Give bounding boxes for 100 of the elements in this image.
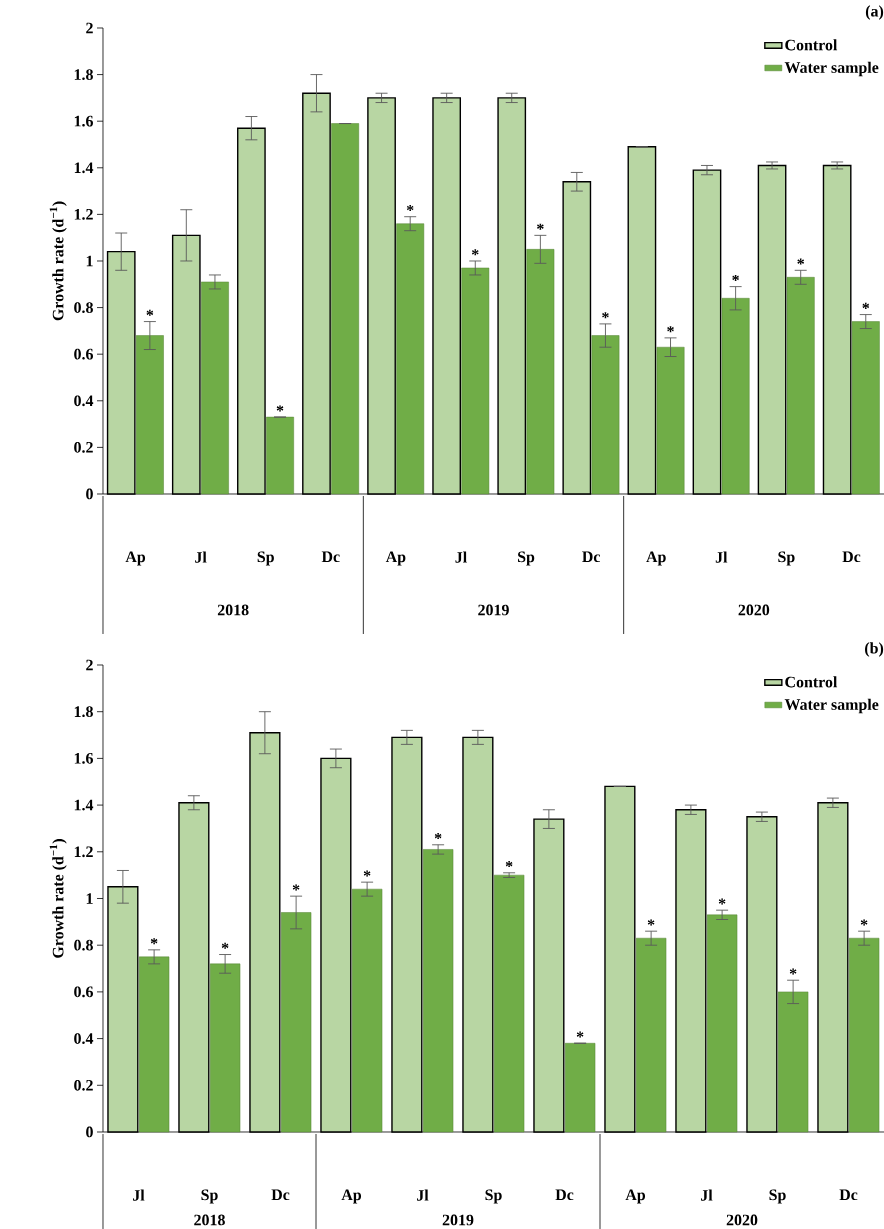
y-tick-label: 1.4: [74, 799, 94, 811]
data-label: *: [860, 919, 868, 926]
x-tick-label: Jl: [701, 1189, 713, 1201]
bar: [138, 956, 170, 1133]
bar: [777, 991, 809, 1133]
y-tick-label: 1.8: [74, 69, 93, 80]
y-tick-label: 1.4: [74, 162, 94, 174]
bar: [721, 298, 750, 495]
y-axis-title: Growth rate (d$^{−1}$): [49, 201, 67, 321]
y-tick-label: 1: [86, 893, 93, 904]
data-label: *: [537, 223, 544, 230]
x-tick-label: Jl: [455, 551, 467, 563]
bar: [526, 249, 555, 495]
y-tick-label: 0.8: [74, 302, 93, 313]
data-label: *: [276, 405, 284, 412]
bar: [422, 849, 454, 1133]
legend-label: Control: [785, 39, 838, 51]
data-label: *: [471, 249, 479, 256]
legend-label: Water sample: [784, 61, 879, 77]
y-axis-title: Growth rate (d$^{−1}$): [49, 839, 67, 958]
bar: [706, 914, 738, 1133]
x-tick-label: Jl: [195, 551, 207, 563]
legend-label: Water sample: [784, 698, 879, 714]
bar: [493, 874, 525, 1133]
x-tick-label: Ap: [625, 1189, 646, 1204]
x-tick-label: Dc: [582, 551, 601, 563]
bar: [201, 281, 229, 495]
x-tick-label: Jl: [417, 1189, 429, 1201]
text: 2020: [726, 1214, 758, 1226]
data-label: *: [797, 258, 805, 265]
data-label: *: [363, 870, 371, 877]
x-tick-label: Ap: [646, 551, 666, 566]
x-tick-label: Sp: [485, 1189, 502, 1204]
x-tick-label: Ap: [385, 551, 406, 566]
bar: [591, 335, 620, 495]
y-tick-label: 0: [86, 1126, 93, 1138]
bar: [786, 277, 815, 495]
y-tick-label: 1.8: [74, 706, 93, 718]
bar: [266, 416, 294, 495]
bar: [396, 223, 425, 495]
bar: [280, 912, 312, 1133]
y-tick-label: 1.2: [74, 846, 93, 858]
bar: [564, 1043, 596, 1133]
bar: [461, 267, 490, 495]
x-tick-label: Sp: [518, 551, 535, 566]
bar: [331, 123, 360, 495]
y-tick-label: 0.4: [74, 395, 94, 407]
y-tick-label: 2: [86, 659, 93, 671]
y-tick-label: 0.2: [74, 1079, 93, 1091]
data-label: *: [292, 884, 300, 891]
x-tick-label: Jl: [133, 1189, 145, 1201]
x-tick-label: Dc: [839, 1189, 858, 1201]
text: 2018: [194, 1214, 225, 1226]
y-tick-label: 1.2: [74, 209, 93, 220]
x-tick-label: Sp: [769, 1189, 786, 1204]
text: (a): [865, 5, 884, 20]
data-label: *: [862, 302, 870, 309]
data-label: *: [732, 274, 739, 281]
x-tick-label: Dc: [555, 1189, 574, 1201]
x-tick-label: Ap: [125, 551, 146, 566]
y-tick-label: 0.6: [74, 986, 94, 998]
bar: [851, 321, 880, 495]
bar: [656, 346, 685, 495]
data-label: *: [647, 919, 655, 926]
bar: [848, 937, 880, 1133]
y-tick-label: 1.6: [74, 115, 94, 127]
text: 2020: [738, 604, 770, 616]
x-tick-label: Jl: [715, 551, 728, 563]
x-tick-label: Sp: [778, 551, 795, 566]
bar: [135, 335, 164, 495]
data-label: *: [505, 861, 513, 868]
y-tick-label: 1: [86, 255, 93, 267]
x-tick-label: Dc: [842, 551, 861, 563]
data-label: *: [221, 942, 229, 949]
text: (b): [865, 642, 884, 657]
y-tick-label: 0.6: [74, 348, 94, 360]
data-label: *: [718, 898, 726, 905]
y-tick-label: 0.4: [74, 1033, 94, 1044]
x-tick-label: Dc: [321, 551, 340, 563]
y-tick-label: 0.8: [74, 939, 93, 951]
y-tick-label: 0: [86, 488, 93, 500]
legend-label: Control: [785, 676, 838, 688]
x-tick-label: Ap: [341, 1189, 362, 1204]
data-label: *: [602, 312, 609, 319]
x-tick-label: Sp: [201, 1189, 218, 1204]
data-label: *: [434, 833, 442, 840]
text: 2019: [478, 604, 509, 616]
x-tick-label: Dc: [271, 1189, 290, 1201]
data-label: *: [406, 205, 414, 212]
y-tick-label: 2: [86, 22, 93, 34]
data-label: *: [146, 309, 154, 316]
data-label: *: [667, 326, 674, 333]
y-tick-label: 0.2: [74, 441, 93, 453]
y-tick-label: 1.6: [74, 753, 94, 764]
text: 2019: [442, 1214, 474, 1226]
data-label: *: [150, 938, 158, 945]
bar: [635, 937, 667, 1133]
x-tick-label: Sp: [257, 551, 274, 566]
data-label: *: [576, 1031, 584, 1038]
text: 2018: [217, 604, 249, 616]
